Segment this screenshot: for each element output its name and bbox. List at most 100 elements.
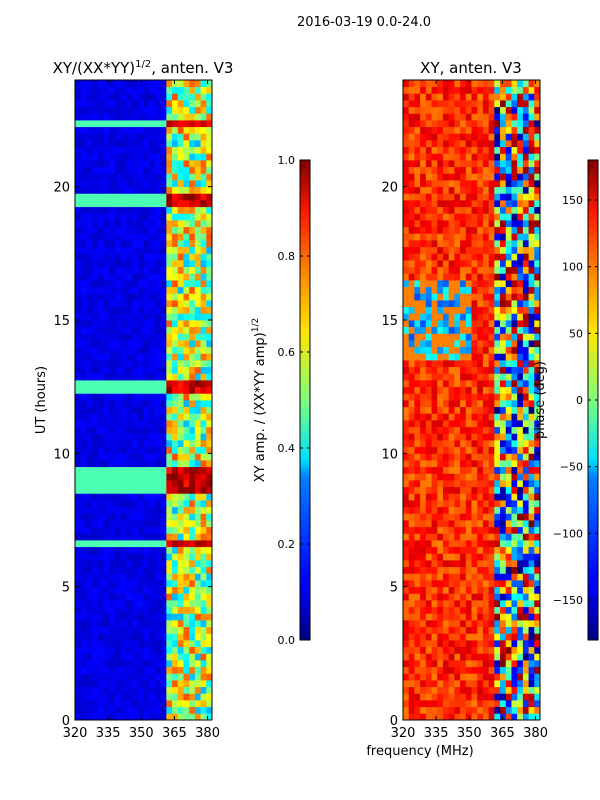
heatmap-cell	[114, 120, 122, 128]
heatmap-cell	[166, 260, 173, 268]
heatmap-cell	[454, 700, 461, 708]
heatmap-cell	[477, 453, 484, 461]
heatmap-cell	[80, 100, 87, 108]
heatmap-cell	[126, 200, 133, 208]
heatmap-cell	[460, 546, 467, 554]
heatmap-cell	[471, 473, 478, 481]
heatmap-cell	[160, 366, 167, 374]
heatmap-cell	[143, 540, 150, 548]
heatmap-cell	[120, 640, 127, 648]
heatmap-cell	[75, 300, 82, 308]
heatmap-cell	[511, 493, 518, 501]
heatmap-cell	[109, 660, 116, 668]
heatmap-cell	[420, 153, 427, 161]
heatmap-cell	[488, 526, 495, 534]
heatmap-cell	[109, 100, 116, 108]
heatmap-cell	[114, 320, 122, 328]
heatmap-cell	[103, 366, 110, 374]
heatmap-cell	[160, 280, 167, 288]
heatmap-cell	[505, 93, 512, 101]
heatmap-cell	[494, 606, 501, 614]
heatmap-cell	[120, 706, 127, 714]
heatmap-cell	[120, 633, 127, 641]
heatmap-cell	[114, 160, 122, 168]
heatmap-cell	[488, 700, 495, 708]
heatmap-cell	[517, 80, 524, 88]
heatmap-cell	[442, 673, 450, 681]
heatmap-cell	[517, 320, 524, 328]
heatmap-cell	[120, 566, 127, 574]
heatmap-cell	[471, 413, 478, 421]
heatmap-cell	[437, 540, 444, 548]
heatmap-cell	[143, 433, 150, 441]
heatmap-cell	[160, 500, 167, 508]
heatmap-cell	[448, 480, 455, 488]
heatmap-cell	[471, 500, 478, 508]
heatmap-cell	[408, 640, 415, 648]
heatmap-cell	[194, 186, 201, 194]
heatmap-cell	[431, 573, 438, 581]
heatmap-cell	[420, 513, 427, 521]
heatmap-cell	[528, 320, 535, 328]
heatmap-cell	[414, 573, 421, 581]
heatmap-cell	[86, 693, 93, 701]
heatmap-cell	[132, 546, 139, 554]
heatmap-cell	[505, 140, 512, 148]
heatmap-cell	[143, 373, 150, 381]
heatmap-cell	[200, 633, 207, 641]
heatmap-cell	[488, 266, 495, 274]
heatmap-cell	[511, 633, 518, 641]
heatmap-cell	[149, 486, 156, 494]
heatmap-cell	[465, 140, 472, 148]
heatmap-cell	[522, 186, 529, 194]
heatmap-cell	[517, 520, 524, 528]
heatmap-cell	[511, 293, 518, 301]
heatmap-cell	[477, 160, 484, 168]
heatmap-cell	[414, 660, 421, 668]
heatmap-cell	[160, 220, 167, 228]
heatmap-cell	[454, 553, 461, 561]
heatmap-cell	[200, 80, 207, 88]
heatmap-cell	[517, 353, 524, 361]
heatmap-cell	[517, 666, 524, 674]
heatmap-cell	[80, 486, 87, 494]
heatmap-cell	[465, 533, 472, 541]
heatmap-cell	[414, 560, 421, 568]
heatmap-cell	[494, 646, 501, 654]
right-plot-frame	[402, 79, 541, 721]
heatmap-cell	[92, 313, 99, 321]
heatmap-cell	[442, 546, 450, 554]
heatmap-cell	[454, 140, 461, 148]
heatmap-cell	[177, 446, 184, 454]
heatmap-cell	[166, 306, 173, 314]
heatmap-cell	[500, 153, 507, 161]
heatmap-cell	[114, 113, 122, 121]
heatmap-cell	[482, 200, 490, 208]
heatmap-cell	[408, 280, 415, 288]
heatmap-cell	[437, 260, 444, 268]
heatmap-cell	[75, 446, 82, 454]
heatmap-cell	[460, 640, 467, 648]
heatmap-cell	[431, 673, 438, 681]
heatmap-cell	[206, 520, 212, 528]
heatmap-cell	[154, 706, 162, 714]
heatmap-cell	[414, 120, 421, 128]
heatmap-cell	[528, 240, 535, 248]
heatmap-cell	[442, 146, 450, 154]
heatmap-cell	[420, 360, 427, 368]
heatmap-cell	[437, 253, 444, 261]
heatmap-cell	[206, 620, 212, 628]
heatmap-cell	[482, 293, 490, 301]
heatmap-cell	[500, 546, 507, 554]
heatmap-cell	[80, 620, 87, 628]
heatmap-cell	[114, 693, 122, 701]
heatmap-cell	[154, 166, 162, 174]
heatmap-cell	[172, 540, 179, 548]
heatmap-cell	[75, 533, 82, 541]
heatmap-cell	[460, 153, 467, 161]
heatmap-cell	[500, 286, 507, 294]
heatmap-cell	[408, 553, 415, 561]
heatmap-cell	[189, 640, 196, 648]
heatmap-cell	[92, 200, 99, 208]
heatmap-cell	[92, 100, 99, 108]
